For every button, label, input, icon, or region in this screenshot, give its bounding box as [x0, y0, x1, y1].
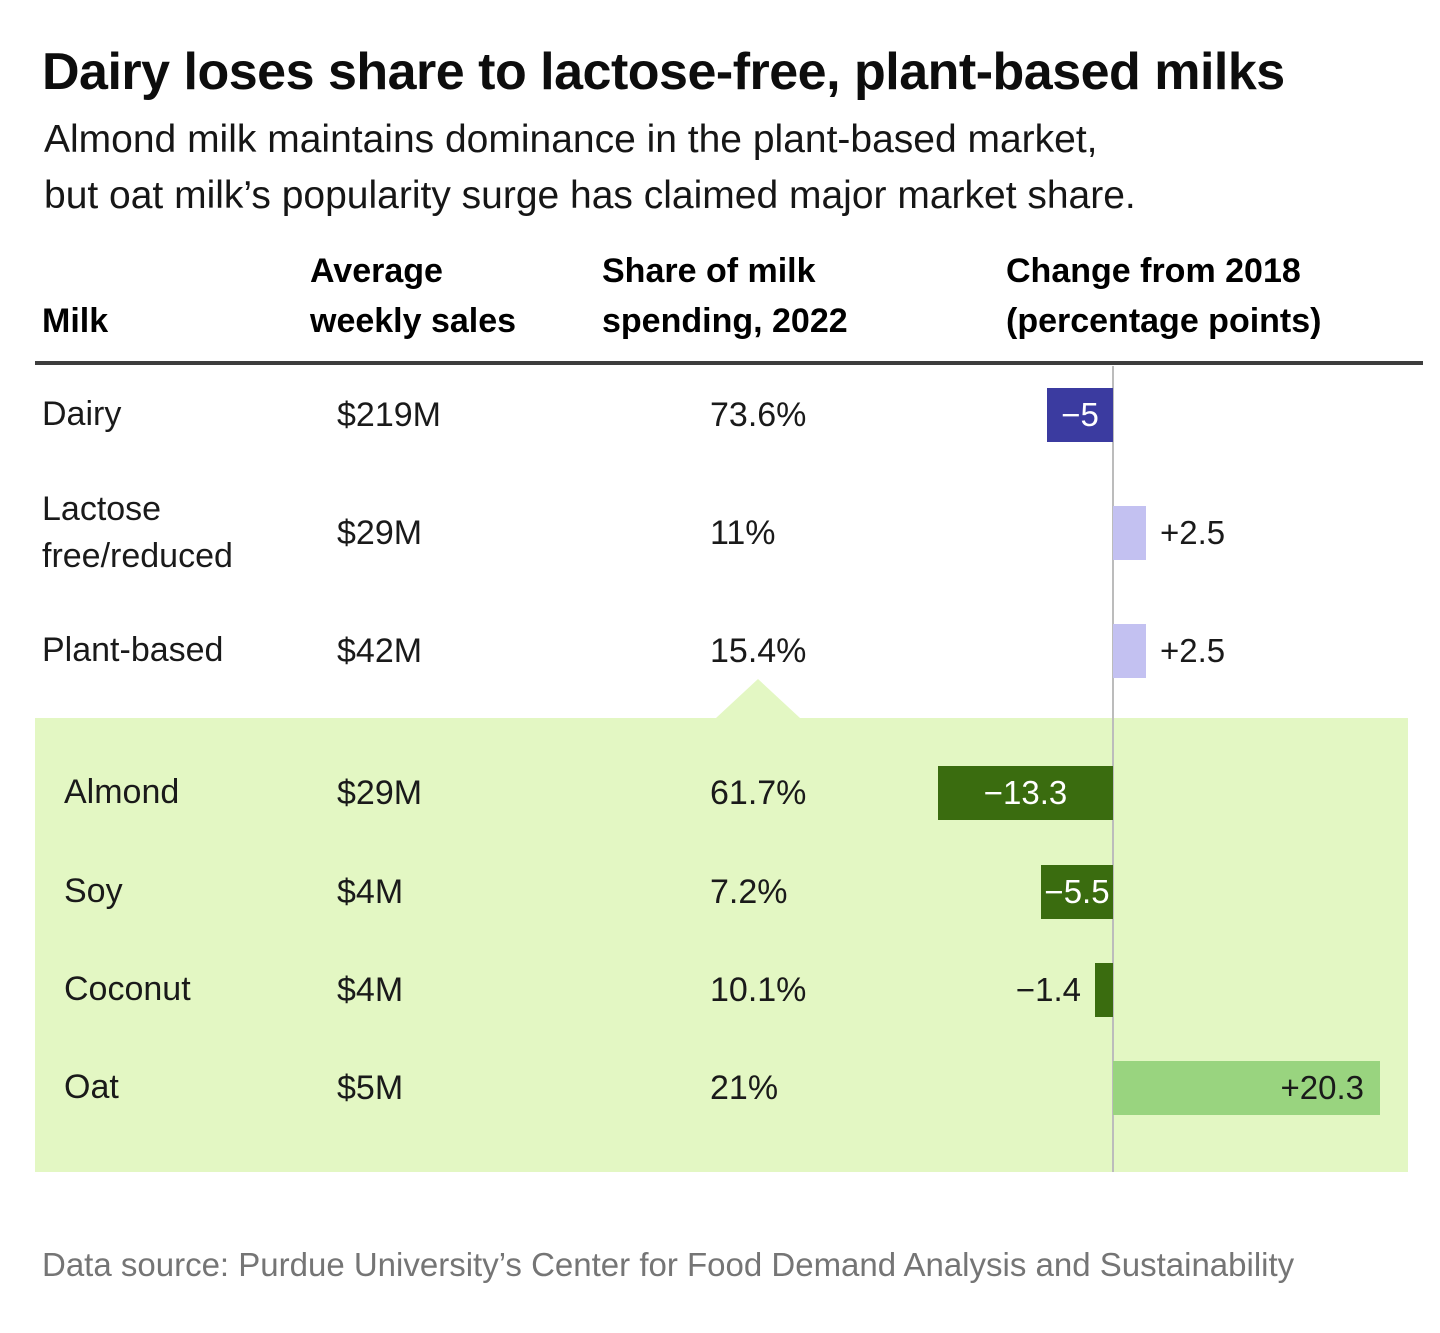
change-bar-dairy	[1047, 388, 1113, 442]
source-note: Data source: Purdue University’s Center …	[42, 1246, 1295, 1283]
change-value-label-dairy: −5	[1061, 396, 1099, 433]
sales-value-almond: $29M	[337, 774, 423, 812]
column-header-change: Change from 2018 (percentage points)	[1006, 252, 1322, 340]
share-value-coconut: 10.1%	[710, 971, 807, 1009]
share-value-plant-based: 15.4%	[710, 632, 807, 670]
milk-label-plant-based: Plant-based	[42, 631, 224, 669]
change-value-label-almond: −13.3	[983, 774, 1068, 811]
change-bar-lactose	[1113, 506, 1146, 560]
subtitle: Almond milk maintains dominance in the p…	[44, 112, 1136, 224]
milk-label-almond: Almond	[64, 773, 180, 811]
share-value-dairy: 73.6%	[710, 396, 807, 434]
milk-label-oat: Oat	[64, 1068, 119, 1106]
change-value-label-oat: +20.3	[1280, 1069, 1365, 1106]
change-bar-almond	[938, 766, 1113, 820]
change-value-label-lactose: +2.5	[1160, 514, 1226, 551]
milk-label-soy: Soy	[64, 872, 123, 910]
sales-value-oat: $5M	[337, 1069, 404, 1107]
change-bar-plant-based	[1113, 624, 1146, 678]
sales-value-plant-based: $42M	[337, 632, 423, 670]
change-value-label-soy: −5.5	[1044, 873, 1110, 910]
share-value-almond: 61.7%	[710, 774, 807, 812]
sales-value-soy: $4M	[337, 873, 404, 911]
page-title: Dairy loses share to lactose-free, plant…	[42, 43, 1285, 101]
milk-label-dairy: Dairy	[42, 395, 122, 433]
sales-value-dairy: $219M	[337, 396, 441, 434]
subtitle-line-1: Almond milk maintains dominance in the p…	[44, 118, 1098, 161]
sales-value-lactose: $29M	[337, 514, 423, 552]
share-value-soy: 7.2%	[710, 873, 788, 911]
change-bar-oat	[1113, 1061, 1380, 1115]
highlight-panel-notch	[716, 679, 800, 718]
change-value-label-plant-based: +2.5	[1160, 632, 1226, 669]
change-bar-soy	[1041, 865, 1113, 919]
subtitle-line-2: but oat milk’s popularity surge has clai…	[44, 174, 1136, 217]
share-value-lactose: 11%	[710, 514, 776, 552]
change-value-label-coconut: −1.4	[1015, 971, 1081, 1008]
column-header-sales: Average weekly sales	[310, 252, 517, 340]
change-zero-axis	[1112, 366, 1114, 1172]
change-bar-coconut	[1095, 963, 1113, 1017]
column-header-milk: Milk	[42, 302, 109, 340]
column-header-share: Share of milk spending, 2022	[602, 252, 848, 340]
sales-value-coconut: $4M	[337, 971, 404, 1009]
header-rule	[35, 361, 1423, 365]
milk-label-coconut: Coconut	[64, 970, 191, 1008]
milk-label-lactose: Lactose free/reduced	[42, 490, 233, 575]
share-value-oat: 21%	[710, 1069, 779, 1107]
